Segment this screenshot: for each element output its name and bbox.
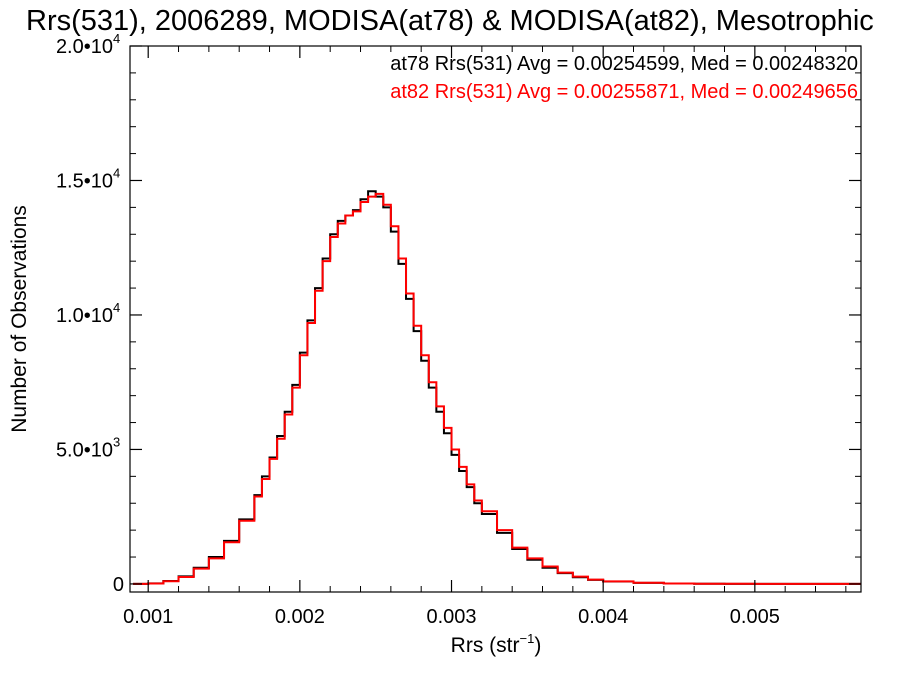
x-tick-label: 0.003 <box>426 606 476 628</box>
series-line-2 <box>133 192 861 585</box>
y-tick-label: 5.0•10 <box>56 439 113 461</box>
tick-layer <box>130 45 861 592</box>
legend: at78 Rrs(531) Avg = 0.00254599, Med = 0.… <box>390 53 858 103</box>
legend-entry-1: at78 Rrs(531) Avg = 0.00254599, Med = 0.… <box>390 53 858 75</box>
x-axis-label-close: ) <box>534 634 541 657</box>
legend-entry-2: at82 Rrs(531) Avg = 0.00255871, Med = 0.… <box>390 81 858 103</box>
y-tick-exponent: 4 <box>113 31 120 46</box>
y-tick-label: 2.0•10 <box>56 36 113 58</box>
y-tick-exponent: 3 <box>113 434 120 449</box>
series-layer <box>133 190 861 585</box>
y-axis-label: Number of Observations <box>8 205 31 433</box>
x-axis-label-main: Rrs (str <box>451 634 520 657</box>
y-tick-exponent: 4 <box>113 165 120 180</box>
x-tick-label: 0.001 <box>123 606 173 628</box>
x-tick-label: 0.005 <box>730 606 780 628</box>
y-tick-label: 0 <box>113 574 124 596</box>
x-axis-label: Rrs (str−1) <box>451 631 542 657</box>
x-axis-label-superscript: −1 <box>520 631 535 646</box>
x-tick-label: 0.004 <box>578 606 628 628</box>
chart-title: Rrs(531), 2006289, MODISA(at78) & MODISA… <box>26 5 874 37</box>
x-tick-label: 0.002 <box>275 606 325 628</box>
y-tick-label: 1.5•10 <box>56 170 113 192</box>
y-tick-exponent: 4 <box>113 300 120 315</box>
plot-frame <box>129 45 862 593</box>
y-tick-label: 1.0•10 <box>56 305 113 327</box>
